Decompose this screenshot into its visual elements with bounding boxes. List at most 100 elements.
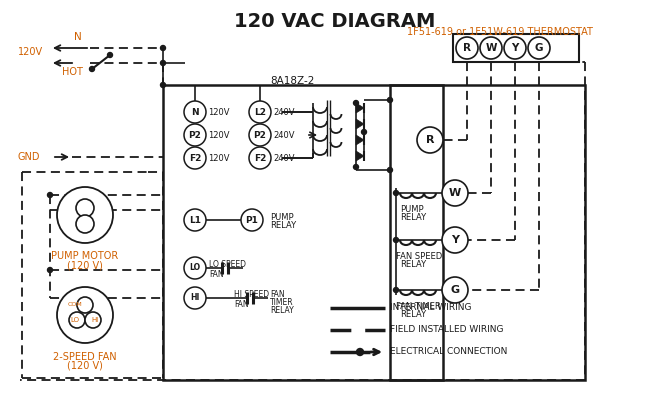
Text: P2: P2 (188, 130, 202, 140)
Text: HI SPEED: HI SPEED (234, 290, 269, 299)
Circle shape (161, 46, 165, 51)
Text: RELAY: RELAY (400, 260, 426, 269)
Text: P2: P2 (253, 130, 267, 140)
Text: 240V: 240V (273, 153, 295, 163)
Circle shape (456, 37, 478, 59)
Circle shape (48, 267, 52, 272)
Polygon shape (356, 119, 364, 129)
Circle shape (480, 37, 502, 59)
Text: TIMER: TIMER (270, 298, 293, 307)
Circle shape (76, 199, 94, 217)
Text: FIELD INSTALLED WIRING: FIELD INSTALLED WIRING (390, 326, 503, 334)
Circle shape (48, 192, 52, 197)
Circle shape (249, 101, 271, 123)
Text: RELAY: RELAY (400, 213, 426, 222)
Circle shape (249, 124, 271, 146)
Text: INTERNAL WIRING: INTERNAL WIRING (390, 303, 472, 313)
Text: Y: Y (511, 43, 519, 53)
Text: (120 V): (120 V) (67, 361, 103, 371)
Circle shape (57, 187, 113, 243)
Circle shape (442, 180, 468, 206)
Bar (163, 85, 443, 380)
Text: L1: L1 (189, 215, 201, 225)
Text: 120 VAC DIAGRAM: 120 VAC DIAGRAM (234, 12, 436, 31)
Circle shape (249, 147, 271, 169)
Text: RELAY: RELAY (400, 310, 426, 319)
Circle shape (90, 67, 94, 72)
Text: G: G (450, 285, 460, 295)
Circle shape (184, 147, 206, 169)
Text: PUMP: PUMP (400, 205, 423, 214)
Text: RELAY: RELAY (270, 306, 293, 315)
Text: FAN TIMER: FAN TIMER (396, 302, 441, 311)
Circle shape (184, 209, 206, 231)
Text: RELAY: RELAY (270, 220, 296, 230)
Text: PUMP: PUMP (270, 212, 293, 222)
Circle shape (85, 312, 101, 328)
Circle shape (362, 129, 366, 134)
Text: LO: LO (70, 317, 80, 323)
Circle shape (387, 98, 393, 103)
Circle shape (76, 215, 94, 233)
Text: 2-SPEED FAN: 2-SPEED FAN (53, 352, 117, 362)
Polygon shape (356, 151, 364, 161)
Circle shape (184, 101, 206, 123)
Text: W: W (449, 188, 461, 198)
Text: N: N (191, 108, 199, 116)
Circle shape (241, 209, 263, 231)
Text: F2: F2 (254, 153, 266, 163)
Text: GND: GND (18, 152, 40, 162)
Circle shape (184, 124, 206, 146)
Text: F2: F2 (189, 153, 201, 163)
Circle shape (417, 127, 443, 153)
Circle shape (77, 297, 93, 313)
Circle shape (107, 52, 113, 57)
Circle shape (161, 60, 165, 65)
Text: N: N (74, 32, 82, 42)
Text: HI: HI (91, 317, 98, 323)
Text: FAN: FAN (234, 300, 249, 309)
Text: 120V: 120V (208, 130, 230, 140)
Circle shape (184, 287, 206, 309)
Circle shape (354, 101, 358, 106)
Circle shape (442, 227, 468, 253)
Polygon shape (356, 103, 364, 113)
Text: R: R (463, 43, 471, 53)
Text: FAN: FAN (270, 290, 285, 299)
Text: W: W (485, 43, 496, 53)
Text: Y: Y (451, 235, 459, 245)
Circle shape (69, 312, 85, 328)
Text: (120 V): (120 V) (67, 260, 103, 270)
Circle shape (393, 238, 399, 243)
Circle shape (387, 168, 393, 173)
Text: 120V: 120V (208, 153, 230, 163)
Circle shape (161, 83, 165, 88)
Text: FAN SPEED: FAN SPEED (396, 252, 442, 261)
Text: G: G (535, 43, 543, 53)
Text: FAN: FAN (209, 270, 224, 279)
Text: COM: COM (67, 303, 82, 308)
Circle shape (528, 37, 550, 59)
Circle shape (356, 349, 364, 355)
Text: PUMP MOTOR: PUMP MOTOR (52, 251, 119, 261)
Text: LO SPEED: LO SPEED (209, 260, 246, 269)
Bar (390, 85, 585, 380)
Text: HOT: HOT (62, 67, 82, 77)
Text: 240V: 240V (273, 108, 295, 116)
Text: 240V: 240V (273, 130, 295, 140)
Text: ELECTRICAL CONNECTION: ELECTRICAL CONNECTION (390, 347, 507, 357)
Text: 1F51-619 or 1F51W-619 THERMOSTAT: 1F51-619 or 1F51W-619 THERMOSTAT (407, 27, 593, 37)
Text: R: R (425, 135, 434, 145)
Circle shape (354, 165, 358, 170)
Text: 120V: 120V (18, 47, 43, 57)
Text: LO: LO (190, 264, 200, 272)
Text: 8A18Z-2: 8A18Z-2 (270, 76, 314, 86)
Text: 120V: 120V (208, 108, 230, 116)
Circle shape (442, 277, 468, 303)
Circle shape (393, 287, 399, 292)
Text: P1: P1 (246, 215, 259, 225)
Text: HI: HI (190, 293, 200, 303)
Circle shape (504, 37, 526, 59)
Circle shape (57, 287, 113, 343)
Bar (453, 34, 579, 62)
